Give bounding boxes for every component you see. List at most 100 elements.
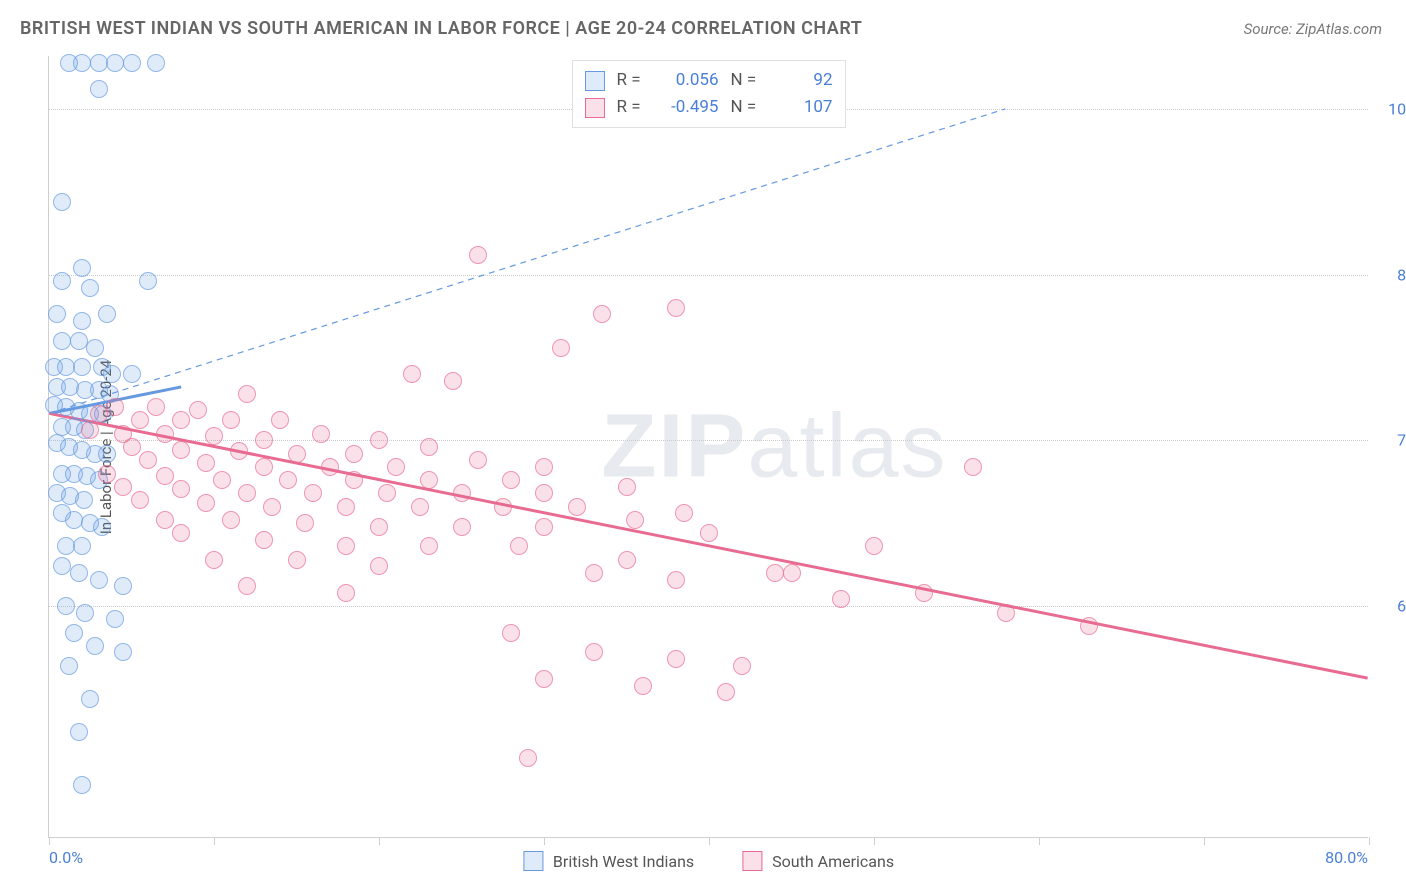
correlation-legend: R = 0.056 N = 92 R = -0.495 N = 107: [572, 60, 846, 128]
y-tick-label: 100.0%: [1388, 100, 1406, 119]
y-tick-label: 87.5%: [1397, 265, 1406, 284]
source-attribution: Source: ZipAtlas.com: [1244, 20, 1382, 38]
scatter-point: [345, 471, 363, 489]
y-tick-label: 62.5%: [1397, 597, 1406, 616]
scatter-point: [114, 577, 132, 595]
scatter-point: [964, 458, 982, 476]
y-tick-label: 75.0%: [1397, 431, 1406, 450]
scatter-point: [86, 339, 104, 357]
scatter-point: [114, 643, 132, 661]
scatter-point: [667, 299, 685, 317]
scatter-point: [106, 398, 124, 416]
scatter-point: [65, 624, 83, 642]
watermark: ZIPatlas: [601, 395, 947, 498]
scatter-point: [279, 471, 297, 489]
scatter-point: [81, 690, 99, 708]
scatter-point: [53, 557, 71, 575]
scatter-point: [832, 590, 850, 608]
scatter-point: [123, 365, 141, 383]
scatter-point: [76, 604, 94, 622]
scatter-point: [48, 305, 66, 323]
scatter-point: [618, 478, 636, 496]
series-name-1: British West Indians: [553, 852, 694, 871]
scatter-point: [420, 471, 438, 489]
scatter-point: [172, 411, 190, 429]
scatter-point: [103, 365, 121, 383]
scatter-point: [296, 514, 314, 532]
chart-title: BRITISH WEST INDIAN VS SOUTH AMERICAN IN…: [20, 18, 862, 39]
scatter-point: [238, 484, 256, 502]
scatter-point: [552, 339, 570, 357]
scatter-point: [519, 749, 537, 767]
scatter-point: [53, 332, 71, 350]
scatter-point: [197, 494, 215, 512]
scatter-point: [675, 504, 693, 522]
scatter-point: [535, 670, 553, 688]
scatter-point: [90, 54, 108, 72]
series-legend-item-2: South Americans: [742, 851, 894, 871]
scatter-point: [70, 332, 88, 350]
legend-r-label-2: R =: [617, 94, 647, 121]
scatter-point: [73, 312, 91, 330]
scatter-point: [263, 498, 281, 516]
scatter-point: [997, 604, 1015, 622]
scatter-point: [106, 610, 124, 628]
scatter-point: [255, 531, 273, 549]
scatter-point: [106, 54, 124, 72]
scatter-point: [337, 584, 355, 602]
scatter-point: [453, 484, 471, 502]
scatter-point: [370, 518, 388, 536]
legend-row-series-2: R = -0.495 N = 107: [585, 94, 833, 121]
scatter-point: [73, 776, 91, 794]
scatter-point: [230, 442, 248, 460]
legend-swatch-1: [585, 71, 605, 91]
scatter-point: [626, 511, 644, 529]
scatter-point: [73, 54, 91, 72]
scatter-point: [469, 246, 487, 264]
scatter-point: [453, 518, 471, 536]
scatter-point: [783, 564, 801, 582]
scatter-point: [93, 518, 111, 536]
scatter-point: [70, 564, 88, 582]
scatter-point: [75, 491, 93, 509]
scatter-point: [222, 511, 240, 529]
scatter-point: [205, 551, 223, 569]
scatter-point: [535, 518, 553, 536]
scatter-point: [114, 478, 132, 496]
scatter-point: [53, 193, 71, 211]
scatter-point: [733, 657, 751, 675]
legend-n-value-2: 107: [773, 94, 833, 121]
legend-r-value-2: -0.495: [659, 94, 719, 121]
scatter-point: [321, 458, 339, 476]
scatter-point: [634, 677, 652, 695]
scatter-point: [469, 451, 487, 469]
scatter-point: [81, 279, 99, 297]
x-axis-label-max: 80.0%: [1325, 848, 1368, 867]
scatter-point: [411, 498, 429, 516]
scatter-point: [387, 458, 405, 476]
scatter-point: [255, 431, 273, 449]
scatter-point: [535, 458, 553, 476]
scatter-point: [73, 537, 91, 555]
scatter-point: [156, 467, 174, 485]
legend-n-label-2: N =: [731, 94, 761, 121]
scatter-point: [238, 385, 256, 403]
scatter-point: [131, 411, 149, 429]
scatter-point: [213, 471, 231, 489]
scatter-point: [502, 471, 520, 489]
scatter-point: [345, 445, 363, 463]
scatter-point: [370, 431, 388, 449]
scatter-point: [73, 259, 91, 277]
scatter-point: [90, 80, 108, 98]
scatter-point: [444, 372, 462, 390]
scatter-point: [189, 401, 207, 419]
scatter-point: [98, 305, 116, 323]
scatter-point: [494, 498, 512, 516]
scatter-point: [717, 683, 735, 701]
scatter-point: [57, 537, 75, 555]
scatter-point: [123, 438, 141, 456]
scatter-point: [123, 54, 141, 72]
scatter-point: [700, 524, 718, 542]
scatter-point: [139, 451, 157, 469]
scatter-point: [337, 498, 355, 516]
